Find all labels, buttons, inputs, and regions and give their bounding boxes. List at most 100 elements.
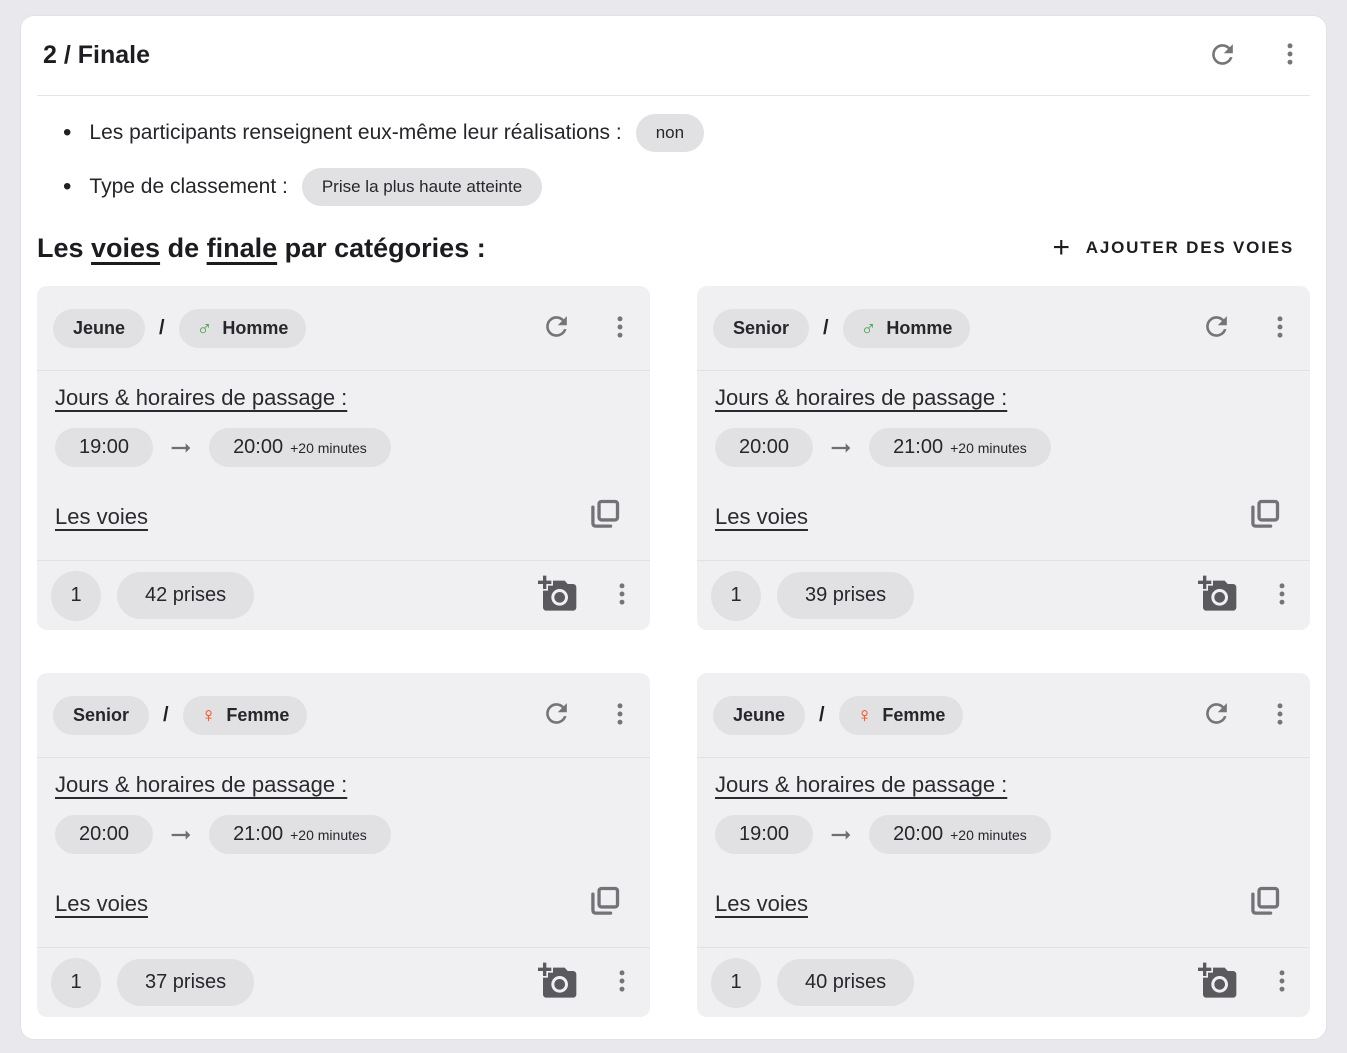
end-time: 21:00 <box>233 823 284 845</box>
holds-count-chip[interactable]: 37 prises <box>117 959 255 1006</box>
section-row: Les voies de finale par catégories : + A… <box>37 230 1310 266</box>
add-photo-button[interactable] <box>1198 574 1238 617</box>
routes-link[interactable]: Les voies <box>55 503 148 529</box>
end-time-chip[interactable]: 20:00 +20 minutes <box>209 428 391 467</box>
route-menu-button[interactable] <box>1268 967 1296 998</box>
more-vert-icon <box>1266 700 1294 731</box>
routes-link[interactable]: Les voies <box>715 503 808 529</box>
holds-count-chip[interactable]: 40 prises <box>777 959 915 1006</box>
ranking-type-label: Type de classement : <box>89 175 288 198</box>
category-card-senior-homme: Senior / ♂ Homme Jours & horaires de pas… <box>697 286 1310 630</box>
duration-label: +20 minutes <box>950 439 1027 456</box>
route-number[interactable]: 1 <box>51 957 101 1008</box>
refresh-icon <box>541 698 572 732</box>
start-time-chip[interactable]: 19:00 <box>715 815 814 854</box>
gender-label: Femme <box>882 704 946 725</box>
add-photo-button[interactable] <box>1198 961 1238 1004</box>
gender-chip[interactable]: ♂ Homme <box>842 308 971 348</box>
end-time: 20:00 <box>233 436 284 458</box>
routes-link[interactable]: Les voies <box>715 890 808 916</box>
panel-header: 2 / Finale <box>37 16 1310 96</box>
arrow-right-icon <box>167 434 195 462</box>
section-title-underlined: voies <box>91 232 161 263</box>
refresh-button[interactable] <box>1207 39 1238 73</box>
routes-row: Les voies <box>55 497 632 536</box>
gender-label: Femme <box>226 704 290 725</box>
round-panel: 2 / Finale Les participants renseignent … <box>20 15 1327 1040</box>
page-title: 2 / Finale <box>43 41 150 69</box>
male-icon: ♂ <box>860 316 877 340</box>
routes-link[interactable]: Les voies <box>55 890 148 916</box>
self-report-value-chip: non <box>635 114 705 152</box>
card-menu-button[interactable] <box>1266 700 1294 731</box>
start-time-chip[interactable]: 19:00 <box>55 428 154 467</box>
routes-row: Les voies <box>715 884 1292 923</box>
section-title-text: Les <box>37 232 92 263</box>
schedule-link[interactable]: Jours & horaires de passage : <box>55 385 348 410</box>
category-chip[interactable]: Senior <box>53 695 150 735</box>
card-refresh-button[interactable] <box>1201 698 1232 732</box>
route-number[interactable]: 1 <box>711 957 761 1008</box>
self-report-label: Les participants renseignent eux-même le… <box>89 121 622 144</box>
copy-icon <box>586 497 622 536</box>
copy-routes-button[interactable] <box>1246 497 1282 536</box>
add-routes-button[interactable]: + AJOUTER DES VOIES <box>1042 230 1304 266</box>
holds-count-chip[interactable]: 42 prises <box>117 572 255 619</box>
end-time: 21:00 <box>893 436 944 458</box>
route-menu-button[interactable] <box>1268 580 1296 611</box>
start-time-chip[interactable]: 20:00 <box>55 815 154 854</box>
category-cards-grid: Jeune / ♂ Homme Jours & horaires de pass… <box>37 286 1310 1017</box>
route-menu-button[interactable] <box>608 580 636 611</box>
route-number[interactable]: 1 <box>51 570 101 621</box>
separator: / <box>819 703 825 726</box>
schedule-link[interactable]: Jours & horaires de passage : <box>715 772 1008 797</box>
schedule-link[interactable]: Jours & horaires de passage : <box>55 772 348 797</box>
card-refresh-button[interactable] <box>541 698 572 732</box>
card-header: Senior / ♂ Homme <box>697 286 1310 371</box>
copy-routes-button[interactable] <box>586 497 622 536</box>
card-menu-button[interactable] <box>606 313 634 344</box>
card-refresh-button[interactable] <box>541 311 572 345</box>
start-time-chip[interactable]: 20:00 <box>715 428 814 467</box>
card-header: Senior / ♀ Femme <box>37 673 650 758</box>
schedule-link[interactable]: Jours & horaires de passage : <box>715 385 1008 410</box>
route-menu-button[interactable] <box>608 967 636 998</box>
add-photo-icon <box>1198 574 1238 617</box>
routes-row: Les voies <box>715 497 1292 536</box>
category-chip[interactable]: Senior <box>713 308 810 348</box>
routes-row: Les voies <box>55 884 632 923</box>
end-time-chip[interactable]: 21:00 +20 minutes <box>869 428 1051 467</box>
add-photo-button[interactable] <box>538 574 578 617</box>
end-time-chip[interactable]: 21:00 +20 minutes <box>209 815 391 854</box>
copy-routes-button[interactable] <box>1246 884 1282 923</box>
category-chip[interactable]: Jeune <box>713 695 806 735</box>
section-title: Les voies de finale par catégories : <box>37 233 486 264</box>
male-icon: ♂ <box>196 316 213 340</box>
gender-chip[interactable]: ♀ Femme <box>838 695 964 735</box>
time-row: 19:00 20:00 +20 minutes <box>55 428 632 467</box>
add-routes-label: AJOUTER DES VOIES <box>1085 238 1294 257</box>
gender-chip[interactable]: ♂ Homme <box>178 308 307 348</box>
route-row: 1 42 prises <box>37 560 650 630</box>
route-number[interactable]: 1 <box>711 570 761 621</box>
holds-count-chip[interactable]: 39 prises <box>777 572 915 619</box>
card-refresh-button[interactable] <box>1201 311 1232 345</box>
more-vert-icon <box>606 700 634 731</box>
card-menu-button[interactable] <box>606 700 634 731</box>
gender-chip[interactable]: ♀ Femme <box>182 695 308 735</box>
category-chip[interactable]: Jeune <box>53 308 146 348</box>
add-photo-button[interactable] <box>538 961 578 1004</box>
add-photo-icon <box>1198 961 1238 1004</box>
more-vert-icon <box>606 313 634 344</box>
card-header: Jeune / ♀ Femme <box>697 673 1310 758</box>
category-card-jeune-homme: Jeune / ♂ Homme Jours & horaires de pass… <box>37 286 650 630</box>
category-card-jeune-femme: Jeune / ♀ Femme Jours & horaires de pass… <box>697 673 1310 1017</box>
end-time-chip[interactable]: 20:00 +20 minutes <box>869 815 1051 854</box>
female-icon: ♀ <box>856 703 873 727</box>
panel-menu-button[interactable] <box>1276 40 1304 71</box>
copy-routes-button[interactable] <box>586 884 622 923</box>
card-menu-button[interactable] <box>1266 313 1294 344</box>
arrow-right-icon <box>827 821 855 849</box>
card-body: Jours & horaires de passage : 19:00 20:0… <box>697 758 1310 947</box>
section-title-text: par catégories : <box>277 232 486 263</box>
